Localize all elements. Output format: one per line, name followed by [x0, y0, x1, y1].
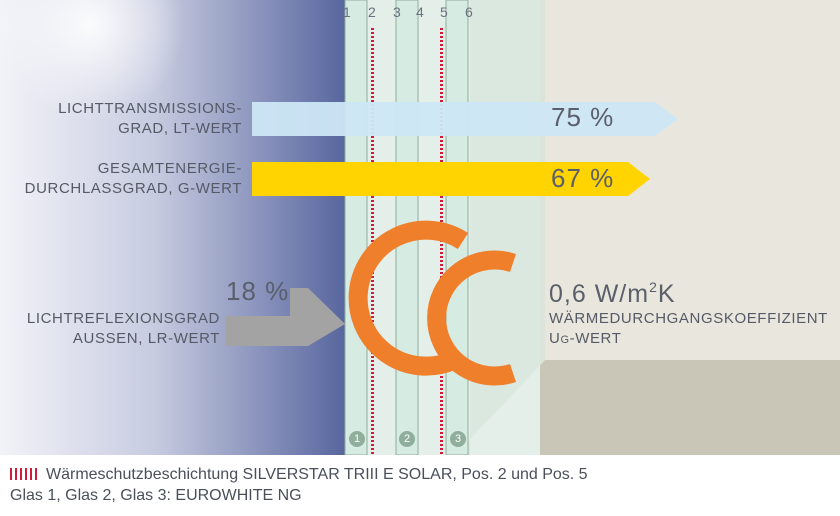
coating-marker-icon — [10, 468, 38, 480]
u-value-label-line2: UG-WERT — [549, 329, 828, 350]
total-energy-label-line2: DURCHLASSGRAD, G-WERT — [24, 180, 242, 197]
light-reflection-label-line1: LICHTREFLEXIONSGRAD — [26, 310, 220, 327]
light-reflection-label-line2: AUSSEN, LR-WERT — [72, 330, 220, 347]
u-value-label-line1: WÄRMEDURCHGANGSKOEFFIZIENT — [549, 310, 828, 327]
pane-number-3: 3 — [393, 4, 401, 20]
u-value-main: 0,6 W/m — [549, 280, 650, 308]
pane-number-4: 4 — [416, 4, 424, 20]
light-reflection-arrow — [226, 288, 345, 346]
glass-number-3: 3 — [450, 431, 466, 447]
pane-number-5: 5 — [440, 4, 448, 20]
u-value-label-prefix: U — [549, 330, 561, 347]
light-transmission-label-line2: GRAD, LT-WERT — [118, 120, 242, 137]
light-transmission-label-line1: LICHTTRANSMISSIONS- — [58, 100, 242, 117]
light-transmission-arrow — [252, 102, 678, 136]
pane-number-6: 6 — [465, 4, 473, 20]
glass-number-1: 1 — [349, 431, 365, 447]
glass-pane-1 — [344, 0, 368, 455]
u-value-unit: K — [657, 280, 676, 308]
light-transmission-label: LICHTTRANSMISSIONS- GRAD, LT-WERT — [58, 99, 242, 139]
u-value-label-rest: -WERT — [569, 330, 622, 347]
heat-arc-2 — [427, 250, 516, 386]
light-reflection-value: 18 % — [226, 276, 290, 306]
heat-arc-1 — [348, 220, 469, 376]
coating-caption: Wärmeschutzbeschichtung SILVERSTAR TRIII… — [10, 465, 588, 485]
total-energy-value: 67 % — [551, 163, 615, 193]
glass-caption: Glas 1, Glas 2, Glas 3: EUROWHITE NG — [10, 487, 302, 504]
glass-number-2: 2 — [399, 431, 415, 447]
room-floor — [455, 360, 840, 455]
light-reflection-label: LICHTREFLEXIONSGRAD AUSSEN, LR-WERT — [27, 309, 220, 349]
u-value-label: WÄRMEDURCHGANGSKOEFFIZIENT UG-WERT — [549, 309, 828, 350]
total-energy-label-line1: GESAMTENERGIE- — [97, 160, 242, 177]
total-energy-label: GESAMTENERGIE- DURCHLASSGRAD, G-WERT — [25, 159, 242, 199]
coating-pos-2 — [371, 28, 374, 455]
u-value-label-sub: G — [560, 334, 570, 346]
u-value: 0,6 W/m2K — [549, 279, 676, 309]
pane-number-2: 2 — [368, 4, 376, 20]
light-transmission-value: 75 % — [551, 102, 615, 132]
total-energy-arrow — [252, 162, 650, 196]
coating-caption-text: Wärmeschutzbeschichtung SILVERSTAR TRIII… — [46, 466, 588, 483]
glazing-diagram — [0, 0, 840, 455]
u-value-superscript: 2 — [649, 279, 658, 295]
sun-glow — [0, 0, 185, 120]
pane-number-1: 1 — [343, 4, 351, 20]
